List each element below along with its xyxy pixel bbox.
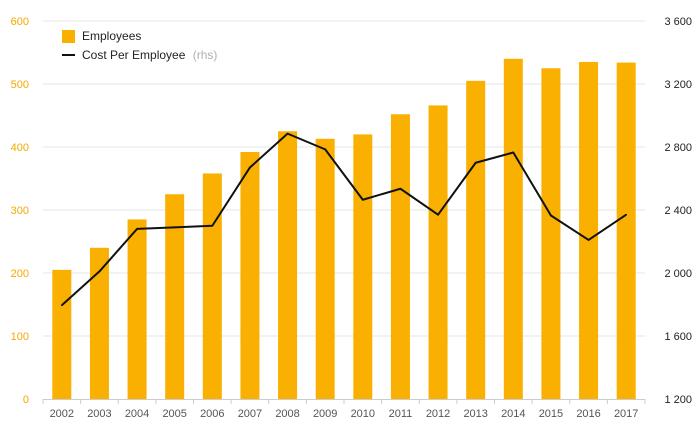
x-tick-label: 2009 bbox=[313, 408, 337, 420]
x-tick-label: 2003 bbox=[87, 408, 111, 420]
cost-point bbox=[211, 224, 214, 227]
employee-bar bbox=[428, 105, 448, 400]
x-tick-label: 2002 bbox=[50, 408, 74, 420]
cost-point bbox=[286, 132, 289, 135]
cost-point bbox=[61, 304, 63, 307]
x-tick-label: 2015 bbox=[539, 408, 563, 420]
cost-line-group bbox=[61, 132, 627, 307]
right-axis: 1 200 1 600 2 000 2 400 2 800 3 200 3 600 bbox=[664, 16, 692, 406]
employee-bar bbox=[353, 134, 373, 399]
x-tick-label: 2005 bbox=[162, 408, 186, 420]
employee-bar bbox=[541, 68, 561, 399]
cost-point bbox=[512, 151, 515, 154]
employee-bar bbox=[165, 194, 185, 399]
x-axis: 2002 2003 2004 2005 2006 2007 2008 2009 2010 2011… bbox=[42, 399, 646, 420]
cost-point bbox=[249, 166, 251, 169]
left-tick-label: 600 bbox=[11, 16, 29, 28]
x-tick-label: 2006 bbox=[200, 408, 224, 420]
cost-per-employee-line bbox=[61, 132, 627, 307]
x-tick-label: 2016 bbox=[576, 408, 600, 420]
legend-label-employees: Employees bbox=[82, 29, 141, 43]
x-tick-label: 2007 bbox=[238, 408, 262, 420]
left-tick-label: 100 bbox=[11, 331, 29, 343]
legend: Employees Cost Per Employee (rhs) bbox=[62, 29, 217, 62]
cost-point bbox=[474, 161, 477, 164]
x-tick-label: 2014 bbox=[501, 408, 525, 420]
cost-point bbox=[437, 213, 439, 216]
x-tick-label: 2013 bbox=[463, 408, 487, 420]
employee-bar bbox=[579, 61, 599, 399]
employee-bar bbox=[240, 152, 260, 399]
cost-point bbox=[625, 213, 627, 216]
x-tick-label: 2010 bbox=[351, 408, 375, 420]
x-tick-label: 2012 bbox=[426, 408, 450, 420]
cost-point bbox=[98, 270, 101, 273]
svg-text:Cost Per Employee (rhs): Cost Per Employee (rhs) bbox=[82, 48, 217, 62]
cost-point bbox=[324, 148, 326, 151]
employee-bar bbox=[315, 138, 335, 399]
employee-bar bbox=[89, 247, 109, 399]
right-tick-label: 3 200 bbox=[664, 79, 692, 91]
left-tick-label: 400 bbox=[11, 142, 29, 154]
employee-bar bbox=[52, 269, 72, 399]
legend-swatch-employees bbox=[62, 30, 75, 43]
cost-point bbox=[399, 187, 402, 190]
employee-bar bbox=[202, 173, 222, 399]
employee-bar bbox=[466, 80, 486, 399]
employee-bar bbox=[127, 219, 147, 399]
cost-point bbox=[362, 198, 364, 201]
x-tick-label: 2008 bbox=[275, 408, 299, 420]
left-axis: 0 100 200 300 400 500 600 bbox=[11, 16, 29, 406]
left-tick-label: 200 bbox=[11, 268, 29, 280]
employee-bar bbox=[278, 131, 298, 399]
x-tick-label: 2017 bbox=[614, 408, 638, 420]
employee-bar bbox=[503, 58, 523, 400]
right-tick-label: 2 400 bbox=[664, 205, 692, 217]
left-tick-label: 300 bbox=[11, 205, 29, 217]
employee-bar bbox=[616, 62, 636, 400]
legend-label-rhs: (rhs) bbox=[193, 48, 218, 62]
employee-bar bbox=[390, 114, 410, 400]
left-tick-label: 0 bbox=[23, 394, 29, 406]
right-tick-label: 1 200 bbox=[664, 394, 692, 406]
cost-point bbox=[550, 214, 552, 217]
employee-bars bbox=[52, 58, 636, 400]
cost-point bbox=[136, 228, 138, 230]
right-tick-label: 2 800 bbox=[664, 142, 692, 154]
left-tick-label: 500 bbox=[11, 79, 29, 91]
x-tick-label: 2004 bbox=[125, 408, 149, 420]
cost-point bbox=[173, 226, 176, 229]
right-tick-label: 3 600 bbox=[664, 16, 692, 28]
right-tick-label: 2 000 bbox=[664, 268, 692, 280]
cost-point bbox=[587, 239, 590, 241]
legend-label-cost: Cost Per Employee bbox=[82, 48, 186, 62]
right-tick-label: 1 600 bbox=[664, 331, 692, 343]
x-tick-label: 2011 bbox=[389, 408, 413, 420]
